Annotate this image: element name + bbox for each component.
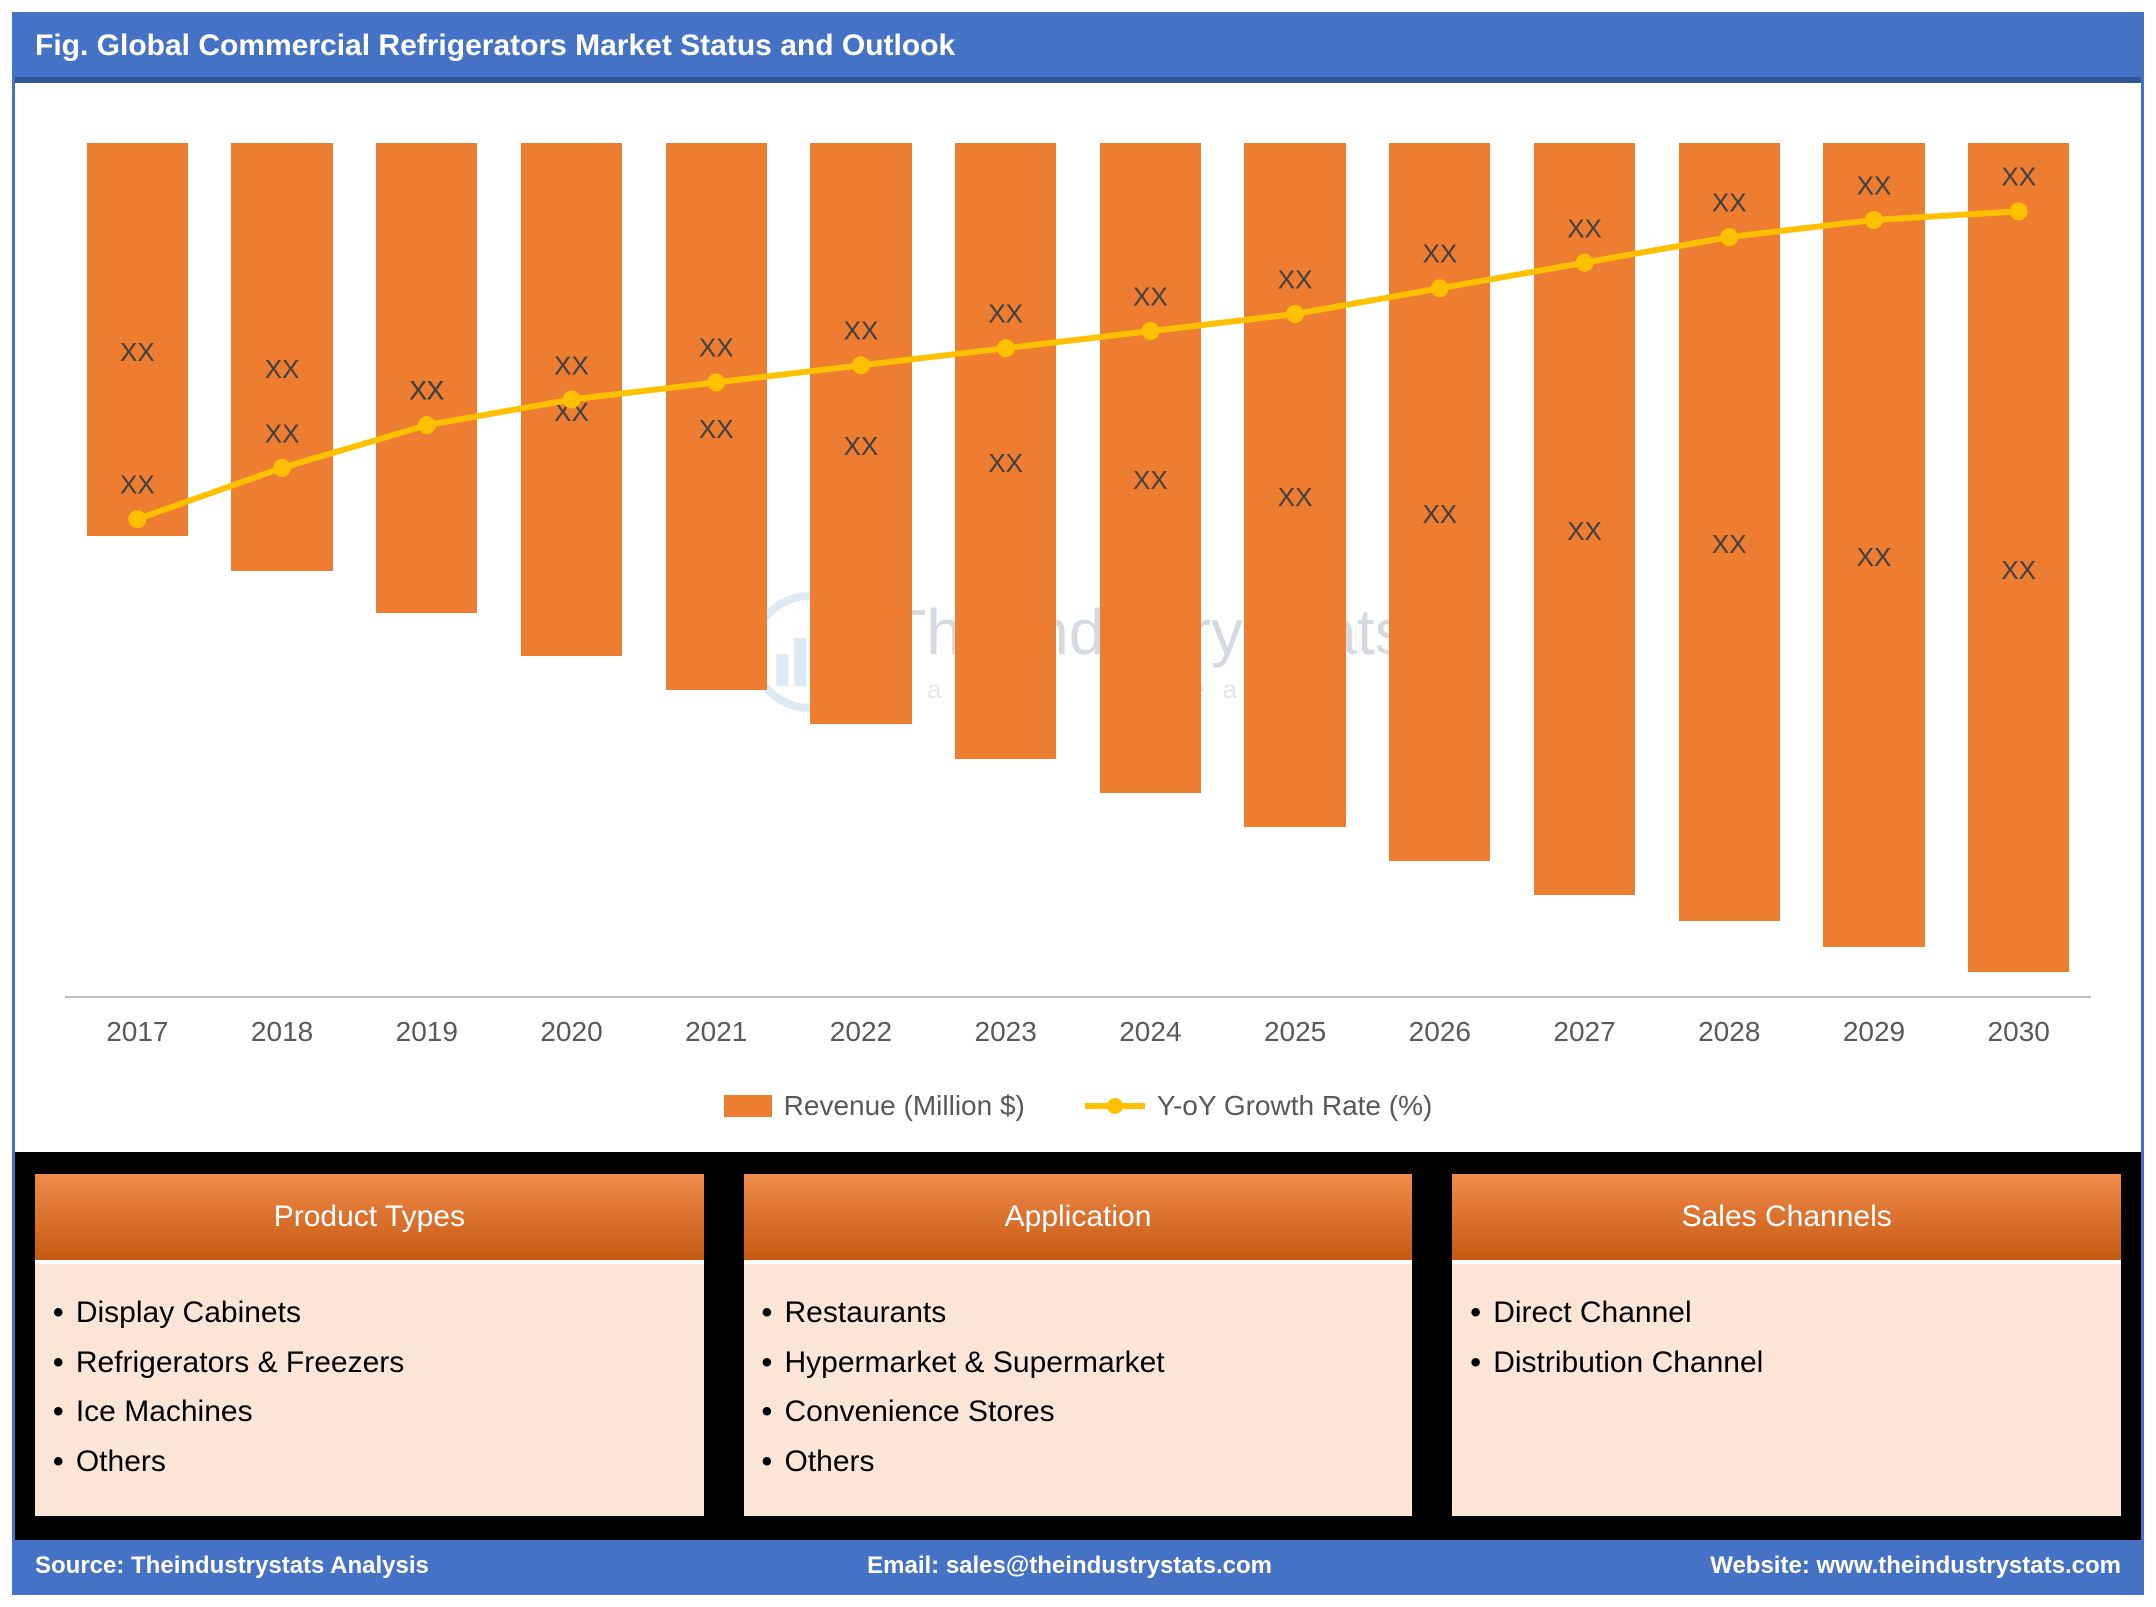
panels-wrap: Product Types Display CabinetsRefrigerato… bbox=[15, 1152, 2141, 1538]
panel-list: Direct ChannelDistribution Channel bbox=[1470, 1288, 2103, 1387]
panel-header: Application bbox=[744, 1174, 1413, 1264]
line-point-label: XX bbox=[988, 299, 1023, 330]
line-point-labels: XX XX XX XX XX XX XX XX XX XX XX XX XX XX bbox=[65, 143, 2091, 998]
footer-website: Website: www.theindustrystats.com bbox=[1710, 1552, 2121, 1580]
panel-list-item: Restaurants bbox=[762, 1288, 1395, 1338]
line-point-label: XX bbox=[1567, 213, 1602, 244]
line-point-label: XX bbox=[1133, 281, 1168, 312]
category-panel: Application RestaurantsHypermarket & Supe… bbox=[744, 1174, 1413, 1516]
line-point-label: XX bbox=[844, 316, 879, 347]
panel-header: Sales Channels bbox=[1452, 1174, 2121, 1264]
panel-body: RestaurantsHypermarket & SupermarketConv… bbox=[744, 1264, 1413, 1516]
panel-list-item: Others bbox=[53, 1437, 686, 1487]
line-point-label: XX bbox=[699, 333, 734, 364]
legend-line-growth bbox=[1085, 1103, 1145, 1109]
panel-list-item: Others bbox=[762, 1437, 1395, 1487]
panel-list-item: Convenience Stores bbox=[762, 1387, 1395, 1437]
x-axis-label: 2030 bbox=[1988, 1016, 2050, 1048]
x-axis-label: 2028 bbox=[1698, 1016, 1760, 1048]
line-point-label: XX bbox=[120, 470, 155, 501]
panel-list-item: Distribution Channel bbox=[1470, 1338, 2103, 1388]
line-point-label: XX bbox=[1857, 170, 1892, 201]
footer-email: Email: sales@theindustrystats.com bbox=[867, 1552, 1272, 1580]
x-axis-label: 2019 bbox=[396, 1016, 458, 1048]
panel-header: Product Types bbox=[35, 1174, 704, 1264]
x-axis-label: 2022 bbox=[830, 1016, 892, 1048]
legend-item-revenue: Revenue (Million $) bbox=[724, 1090, 1025, 1122]
x-axis-label: 2020 bbox=[540, 1016, 602, 1048]
x-axis-label: 2029 bbox=[1843, 1016, 1905, 1048]
chart-area: The Industry Stats market research XX201… bbox=[15, 83, 2141, 1152]
line-point-label: XX bbox=[409, 376, 444, 407]
plot: XX 2017 XX 2018 XX 2019 XX 2020 XX 2021 XX 2022 XX 20… bbox=[65, 123, 2091, 1068]
x-axis-label: 2021 bbox=[685, 1016, 747, 1048]
footer-source: Source: Theindustrystats Analysis bbox=[35, 1552, 429, 1580]
footer-bar: Source: Theindustrystats Analysis Email:… bbox=[15, 1538, 2141, 1592]
legend-label-revenue: Revenue (Million $) bbox=[784, 1090, 1025, 1122]
panel-body: Direct ChannelDistribution Channel bbox=[1452, 1264, 2121, 1516]
legend-label-growth: Y-oY Growth Rate (%) bbox=[1157, 1090, 1432, 1122]
line-point-label: XX bbox=[1278, 264, 1313, 295]
x-axis-label: 2018 bbox=[251, 1016, 313, 1048]
figure-container: Fig. Global Commercial Refrigerators Mar… bbox=[12, 12, 2144, 1595]
legend: Revenue (Million $) Y-oY Growth Rate (%) bbox=[65, 1068, 2091, 1132]
legend-item-growth: Y-oY Growth Rate (%) bbox=[1085, 1090, 1432, 1122]
panel-list-item: Ice Machines bbox=[53, 1387, 686, 1437]
legend-swatch-revenue bbox=[724, 1095, 772, 1117]
x-axis-label: 2026 bbox=[1409, 1016, 1471, 1048]
line-point-label: XX bbox=[554, 350, 589, 381]
panel-list: Display CabinetsRefrigerators & Freezers… bbox=[53, 1288, 686, 1486]
panel-list-item: Hypermarket & Supermarket bbox=[762, 1338, 1395, 1388]
figure-title: Fig. Global Commercial Refrigerators Mar… bbox=[35, 29, 955, 62]
line-point-label: XX bbox=[1712, 187, 1747, 218]
x-axis-label: 2024 bbox=[1119, 1016, 1181, 1048]
category-panel: Sales Channels Direct ChannelDistribution… bbox=[1452, 1174, 2121, 1516]
panel-list-item: Display Cabinets bbox=[53, 1288, 686, 1338]
panel-list-item: Refrigerators & Freezers bbox=[53, 1338, 686, 1388]
line-point-label: XX bbox=[1422, 239, 1457, 270]
x-axis-label: 2027 bbox=[1553, 1016, 1615, 1048]
title-bar: Fig. Global Commercial Refrigerators Mar… bbox=[15, 15, 2141, 77]
x-axis-label: 2023 bbox=[975, 1016, 1037, 1048]
x-axis-label: 2017 bbox=[106, 1016, 168, 1048]
panel-list: RestaurantsHypermarket & SupermarketConv… bbox=[762, 1288, 1395, 1486]
category-panel: Product Types Display CabinetsRefrigerato… bbox=[35, 1174, 704, 1516]
line-point-label: XX bbox=[2001, 162, 2036, 193]
x-axis-label: 2025 bbox=[1264, 1016, 1326, 1048]
panel-body: Display CabinetsRefrigerators & Freezers… bbox=[35, 1264, 704, 1516]
chart-body: The Industry Stats market research XX201… bbox=[65, 123, 2091, 1068]
panel-list-item: Direct Channel bbox=[1470, 1288, 2103, 1338]
line-point-label: XX bbox=[265, 418, 300, 449]
